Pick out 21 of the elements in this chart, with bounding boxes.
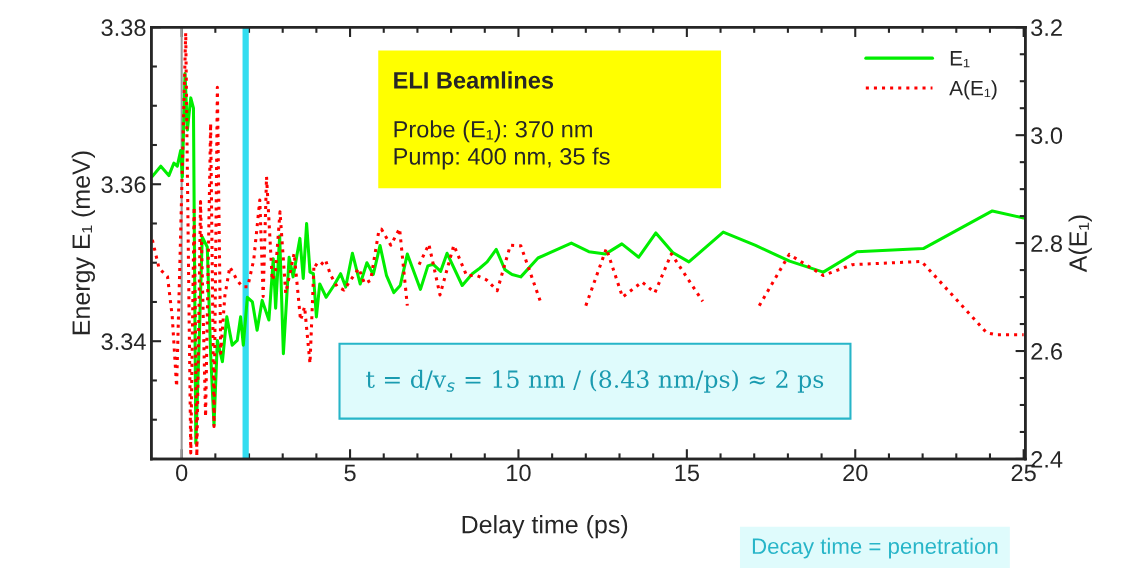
y-tick-label: 3.38: [101, 19, 146, 37]
x-tick-label: 5: [344, 464, 356, 482]
y-axis-title: Energy E₁ (meV): [71, 151, 95, 335]
annotation: Probe (E₁): 370 nm Pump: 400 nm, 35 fs: [394, 120, 610, 170]
annotation: t = d/v$_{s}$ = 15 nm / (8.43 nm/ps) ≈ 2 ps: [366, 369, 824, 393]
y-tick-label: 3.34: [101, 333, 146, 350]
y2-tick-label: 3.0: [1031, 127, 1063, 144]
x-tick-label: 20: [843, 464, 868, 482]
y2-tick-label: 2.8: [1031, 235, 1062, 252]
x-axis-title: Delay time (ps): [462, 515, 628, 539]
legend-label: A(E₁): [949, 80, 997, 100]
y-tick-label: 3.36: [101, 176, 146, 194]
annotation: ELI Beamlines: [394, 71, 554, 89]
text: Decay time = penetration: [752, 537, 998, 559]
x-tick-label: 15: [675, 464, 699, 482]
y2-axis-title: A(E₁): [1068, 215, 1092, 273]
y2-tick-label: 3.2: [1031, 19, 1062, 37]
x-tick-label: 10: [507, 464, 531, 482]
x-tick-label: 0: [176, 464, 188, 482]
y2-tick-label: 2.6: [1031, 343, 1062, 360]
legend-label: E₁: [950, 51, 970, 68]
